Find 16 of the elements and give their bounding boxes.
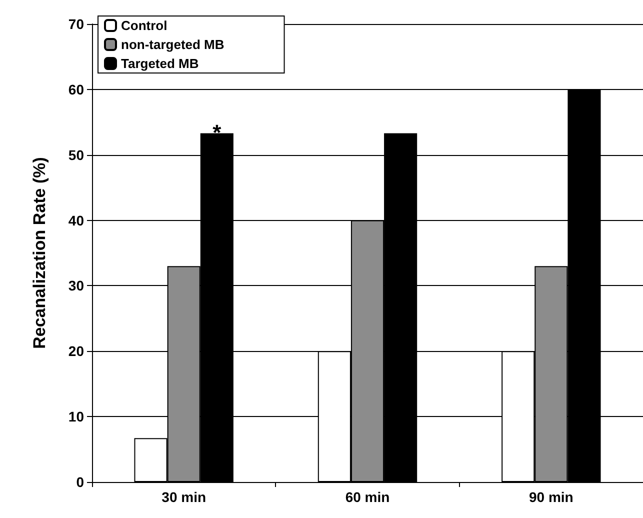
y-axis-title: Recanalization Rate (%) <box>30 157 49 349</box>
y-tick-label: 40 <box>68 212 84 228</box>
y-tick-label: 0 <box>76 474 84 490</box>
y-tick-label: 10 <box>68 408 84 425</box>
y-tick-label: 20 <box>68 343 84 360</box>
annotation: * <box>212 120 222 145</box>
y-tick-label: 60 <box>68 81 84 98</box>
x-tick-label: 60 min <box>345 489 390 505</box>
x-tick-label: 90 min <box>528 489 574 505</box>
legend-label: non-targeted MB <box>121 37 224 52</box>
y-tick-label: 30 <box>68 278 84 294</box>
y-tick-label: 50 <box>68 146 84 163</box>
legend-label: Targeted MB <box>121 56 199 71</box>
y-tick-label: 70 <box>68 16 84 32</box>
x-tick-label: 30 min <box>162 489 206 505</box>
legend-label: Control <box>121 18 168 33</box>
